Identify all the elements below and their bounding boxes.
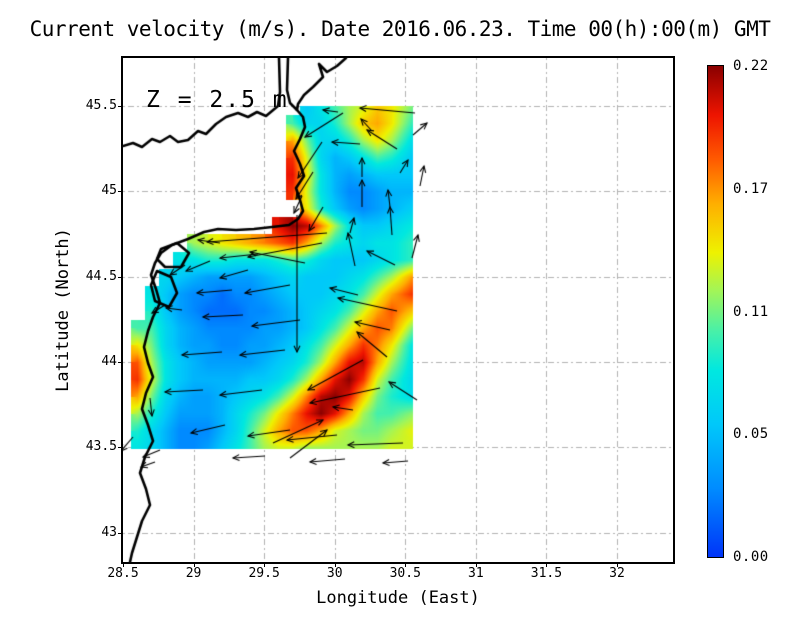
y-tick-mark: [118, 106, 123, 107]
y-tick-label: 44: [101, 353, 117, 369]
x-tick-mark: [617, 562, 618, 567]
x-tick-label: 29.5: [248, 566, 280, 581]
y-tick-mark: [118, 191, 123, 192]
colorbar-tick-label: 0.11: [733, 303, 769, 320]
x-tick-label: 28.5: [107, 566, 139, 581]
x-tick-mark: [123, 562, 124, 567]
x-tick-mark: [264, 562, 265, 567]
x-tick-mark: [335, 562, 336, 567]
x-tick-label: 32: [609, 566, 625, 581]
x-tick-mark: [405, 562, 406, 567]
y-tick-mark: [118, 362, 123, 363]
colorbar-tick-label: 0.22: [733, 58, 769, 74]
colorbar-tick-label: 0.17: [733, 180, 769, 197]
y-tick-mark: [118, 447, 123, 448]
x-tick-mark: [194, 562, 195, 567]
x-tick-label: 29: [185, 566, 202, 581]
y-tick-label: 45.5: [85, 98, 117, 113]
y-tick-label: 43: [101, 524, 117, 540]
y-tick-label: 44.5: [85, 268, 117, 284]
colorbar-tick-label: 0.00: [733, 549, 769, 565]
depth-annotation: Z = 2.5 m: [146, 87, 289, 113]
colorbar-gradient: [708, 66, 723, 557]
x-tick-mark: [546, 562, 547, 567]
y-tick-mark: [118, 277, 123, 278]
colorbar: [707, 65, 724, 558]
x-tick-label: 31.5: [530, 566, 563, 581]
x-tick-mark: [476, 562, 477, 567]
velocity-heatmap-canvas: [123, 58, 673, 562]
y-tick-mark: [118, 533, 123, 534]
x-axis-label: Longitude (East): [316, 588, 480, 608]
colorbar-tick-label: 0.05: [733, 426, 769, 443]
x-tick-label: 30.5: [389, 566, 421, 581]
y-tick-label: 45: [101, 183, 117, 199]
plot-area: [121, 56, 675, 564]
y-tick-label: 43.5: [85, 439, 117, 455]
page-title: Current velocity (m/s). Date 2016.06.23.…: [29, 17, 771, 41]
x-tick-label: 31: [468, 566, 484, 581]
x-tick-label: 30: [326, 566, 343, 581]
